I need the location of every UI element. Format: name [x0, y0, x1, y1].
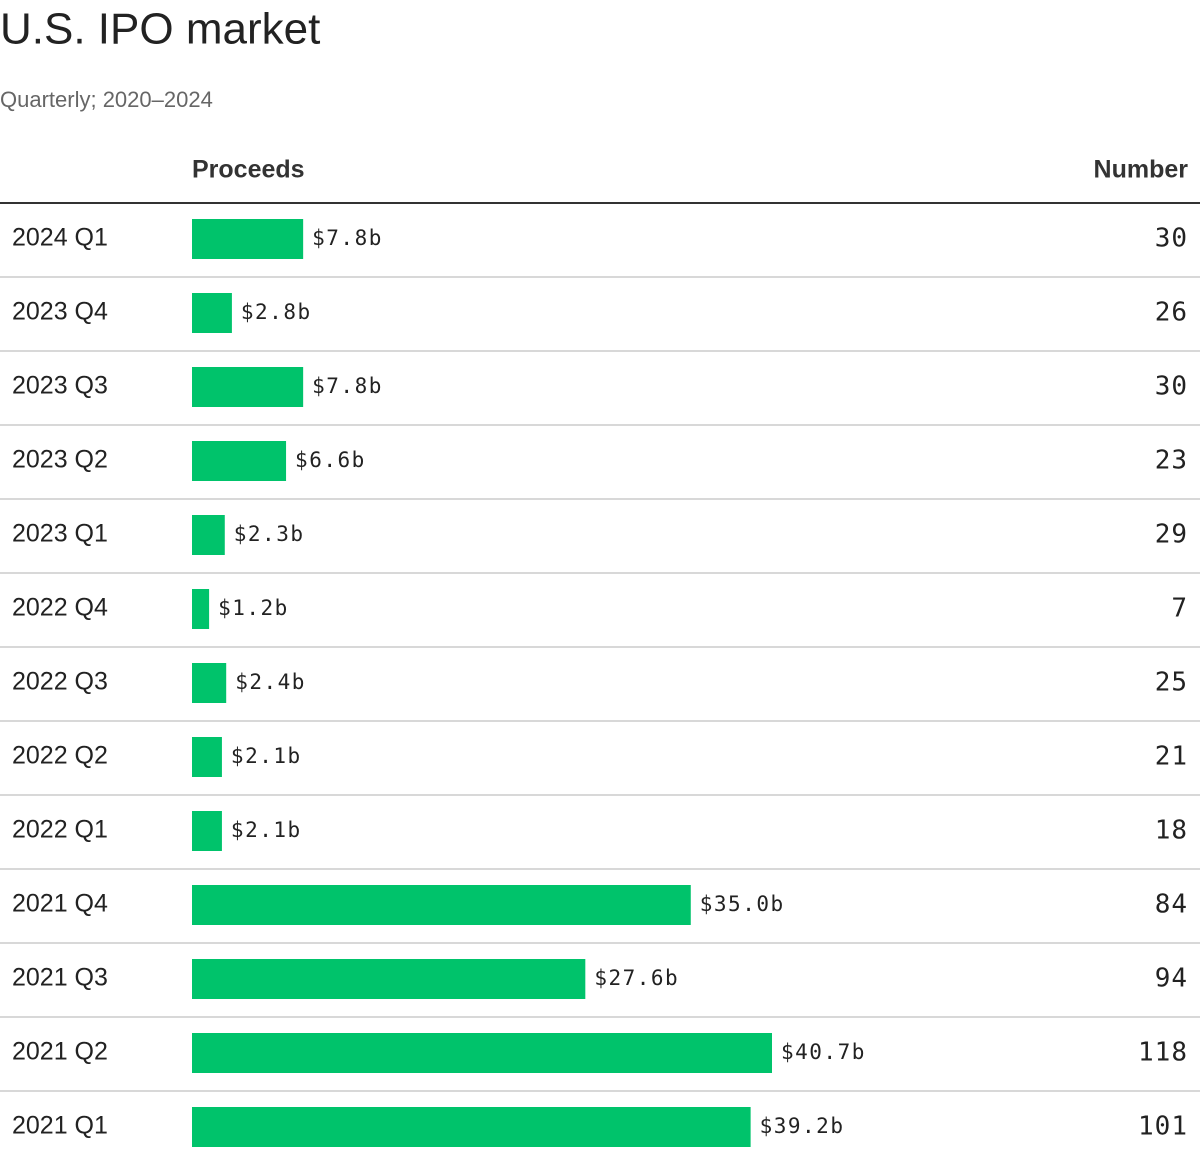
value-label: $2.4b — [235, 670, 306, 694]
bar — [192, 663, 227, 703]
number-cell: 21 — [1155, 742, 1188, 772]
number-cell: 23 — [1155, 446, 1188, 476]
number-cell: 26 — [1155, 298, 1188, 328]
number-cell: 30 — [1155, 372, 1188, 402]
value-label: $2.1b — [231, 744, 302, 768]
row-label: 2021 Q3 — [12, 964, 108, 992]
row-label: 2023 Q1 — [12, 520, 108, 548]
value-label: $2.8b — [241, 300, 312, 324]
chart-subtitle: Quarterly; 2020–2024 — [0, 87, 213, 112]
row-label: 2023 Q4 — [12, 298, 108, 326]
value-label: $1.2b — [218, 596, 289, 620]
bar — [192, 441, 287, 481]
bar — [192, 515, 225, 555]
value-label: $40.7b — [781, 1040, 866, 1064]
number-cell: 84 — [1155, 890, 1188, 920]
number-cell: 29 — [1155, 520, 1188, 550]
row-label: 2024 Q1 — [12, 224, 108, 252]
chart-title: U.S. IPO market — [0, 5, 320, 54]
column-header: Proceeds — [192, 156, 305, 184]
row-label: 2022 Q4 — [12, 594, 108, 622]
value-label: $2.1b — [231, 818, 302, 842]
bar — [192, 885, 691, 925]
row-label: 2023 Q3 — [12, 372, 108, 400]
number-cell: 101 — [1138, 1112, 1188, 1142]
row-label: 2021 Q1 — [12, 1112, 108, 1140]
bar — [192, 589, 210, 629]
bar — [192, 959, 586, 999]
value-label: $35.0b — [700, 892, 785, 916]
value-label: $7.8b — [312, 226, 383, 250]
value-label: $2.3b — [234, 522, 305, 546]
number-cell: 118 — [1138, 1038, 1188, 1068]
value-label: $39.2b — [760, 1114, 845, 1138]
bar — [192, 293, 232, 333]
column-header: Number — [1094, 156, 1189, 184]
row-label: 2022 Q2 — [12, 742, 108, 770]
value-label: $7.8b — [312, 374, 383, 398]
row-label: 2021 Q2 — [12, 1038, 108, 1066]
number-cell: 7 — [1171, 594, 1188, 624]
bar — [192, 811, 222, 851]
bar — [192, 737, 222, 777]
row-label: 2023 Q2 — [12, 446, 108, 474]
bar — [192, 367, 304, 407]
number-cell: 30 — [1155, 224, 1188, 254]
row-label: 2021 Q4 — [12, 890, 108, 918]
value-label: $6.6b — [295, 448, 366, 472]
value-label: $27.6b — [594, 966, 679, 990]
bar — [192, 1033, 772, 1073]
bar — [192, 219, 304, 259]
number-cell: 18 — [1155, 816, 1188, 846]
row-label: 2022 Q1 — [12, 816, 108, 844]
number-cell: 25 — [1155, 668, 1188, 698]
number-cell: 94 — [1155, 964, 1188, 994]
row-label: 2022 Q3 — [12, 668, 108, 696]
bar — [192, 1107, 751, 1147]
